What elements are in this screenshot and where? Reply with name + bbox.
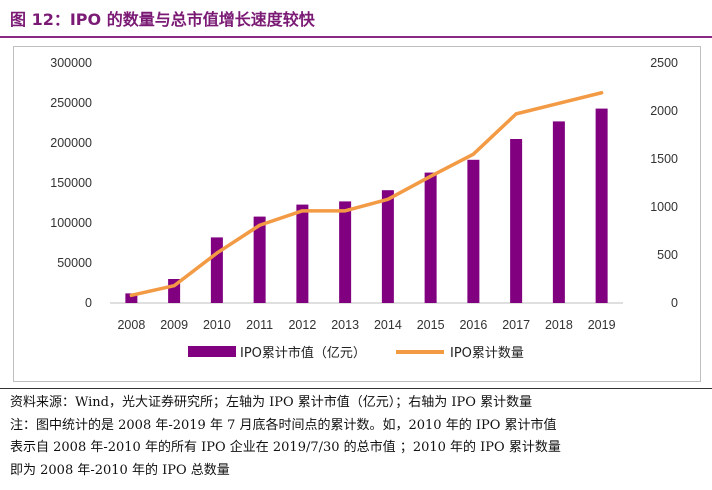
bar-ipo-market-value — [595, 108, 608, 303]
bar-ipo-market-value — [210, 237, 223, 303]
y-left-tick-label: 0 — [85, 296, 92, 310]
title-rule — [0, 36, 712, 38]
x-tick-label: 2010 — [203, 318, 231, 332]
x-tick-label: 2009 — [160, 318, 188, 332]
legend-label-count: IPO累计数量 — [450, 346, 524, 361]
y-left-tick-label: 150000 — [50, 176, 92, 190]
chart-legend: IPO累计市值（亿元） IPO累计数量 — [188, 345, 524, 361]
legend-label-market-value: IPO累计市值（亿元） — [240, 345, 366, 361]
note-line: 注：图中统计的是 2008 年-2019 年 7 月底各时间点的累计数。如，20… — [10, 417, 557, 433]
y-left-tick-label: 250000 — [50, 96, 92, 110]
x-tick-label: 2011 — [246, 318, 273, 332]
bar-series — [125, 108, 608, 304]
y-left-tick-label: 200000 — [50, 136, 92, 150]
chart-frame — [13, 46, 701, 382]
note-line: 表示自 2008 年-2010 年的所有 IPO 企业在 2019/7/30 的… — [10, 440, 561, 455]
bar-ipo-market-value — [253, 216, 266, 303]
figure-title: 图 12：IPO 的数量与总市值增长速度较快 — [10, 10, 315, 29]
bar-ipo-market-value — [381, 190, 394, 303]
y-left-tick-label: 300000 — [50, 56, 92, 70]
bar-ipo-market-value — [296, 204, 309, 303]
x-tick-label: 2014 — [374, 318, 402, 332]
y-right-tick-label: 2000 — [650, 104, 678, 118]
note-line: 即为 2008 年-2010 年的 IPO 总数量 — [10, 462, 230, 478]
x-tick-label: 2016 — [459, 318, 487, 332]
y-right-tick-label: 0 — [671, 296, 678, 310]
y-right-tick-label: 1000 — [650, 200, 678, 214]
chart-canvas: 0 50000 100000 150000 200000 250000 300000 0 500… — [50, 56, 678, 361]
x-tick-label: 2015 — [417, 318, 445, 332]
bar-ipo-market-value — [339, 201, 352, 303]
legend-swatch-bar — [188, 346, 236, 357]
note-line: 资料来源：Wind，光大证券研究所；左轴为 IPO 累计市值（亿元）；右轴为 I… — [10, 395, 533, 410]
x-tick-label: 2012 — [288, 318, 316, 332]
chart-axes: 0 50000 100000 150000 200000 250000 300000 0 500… — [50, 56, 678, 332]
y-left-tick-label: 100000 — [50, 216, 92, 230]
x-tick-label: 2008 — [117, 318, 145, 332]
x-tick-label: 2017 — [502, 318, 530, 332]
bar-ipo-market-value — [467, 159, 480, 303]
x-tick-label: 2013 — [331, 318, 359, 332]
y-left-tick-label: 50000 — [57, 256, 92, 270]
x-tick-label: 2019 — [588, 318, 616, 332]
line-series — [129, 91, 604, 298]
bar-ipo-market-value — [424, 172, 437, 303]
notes-rule — [0, 388, 712, 389]
y-right-tick-label: 1500 — [650, 152, 678, 166]
y-right-tick-label: 2500 — [650, 56, 678, 70]
line-ipo-count — [129, 91, 604, 298]
bar-ipo-market-value — [552, 121, 565, 304]
bar-ipo-market-value — [510, 139, 523, 303]
x-tick-label: 2018 — [545, 318, 573, 332]
bar-ipo-market-value — [125, 293, 138, 303]
source-notes: 资料来源：Wind，光大证券研究所；左轴为 IPO 累计市值（亿元）；右轴为 I… — [10, 392, 706, 482]
y-right-tick-label: 500 — [657, 248, 678, 262]
